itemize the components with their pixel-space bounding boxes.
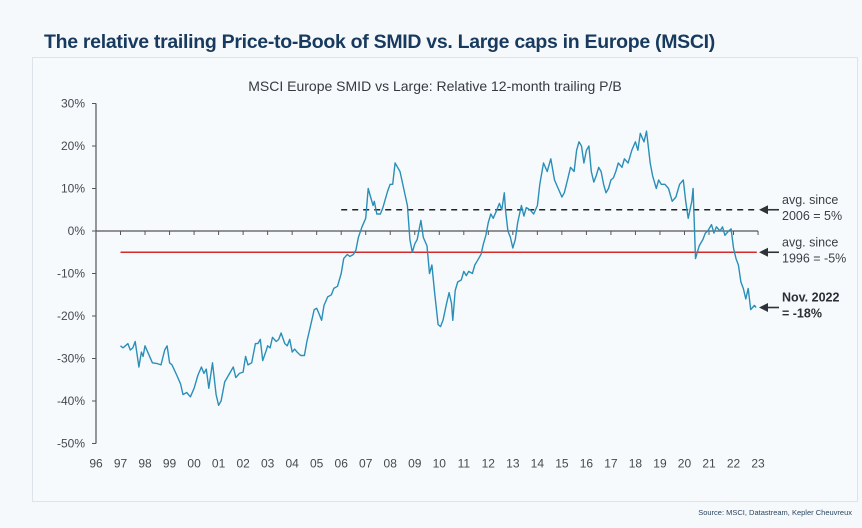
x-tick-label: 13 [506,457,520,471]
label-avg-2006-line1: avg. since [782,193,838,207]
y-tick-label: -50% [57,437,85,451]
y-tick-label: 30% [61,97,85,111]
x-tick-label: 22 [727,457,741,471]
x-tick-label: 16 [580,457,594,471]
x-tick-label: 23 [751,457,765,471]
x-tick-label: 96 [89,457,103,471]
x-tick-label: 01 [212,457,226,471]
line-chart: MSCI Europe SMID vs Large: Relative 12-m… [57,78,846,471]
label-avg-1996-line1: avg. since [782,235,838,249]
x-tick-label: 12 [482,457,496,471]
x-tick-label: 10 [433,457,447,471]
x-tick-label: 15 [555,457,569,471]
page-title: The relative trailing Price-to-Book of S… [44,31,715,53]
x-tick-label: 11 [458,457,471,471]
chart-title: MSCI Europe SMID vs Large: Relative 12-m… [248,78,622,94]
series-line [120,130,757,406]
series-group [120,130,757,406]
x-tick-label: 03 [261,457,275,471]
x-tick-label: 99 [163,457,177,471]
x-axis: 96 97 98 99 00 01 02 03 04 05 06 07 08 09 10 11 12 13 14 15… [89,230,765,471]
y-tick-label: -40% [57,394,85,408]
label-nov-2022-line1: Nov. 2022 [782,291,839,305]
annotations: avg. since 2006 = 5% avg. since 1996 = -5% N… [759,193,846,321]
arrow-avg-2006-head [759,205,768,215]
x-tick-label: 98 [138,457,152,471]
x-tick-label: 00 [187,457,201,471]
chart-panel: MSCI Europe SMID vs Large: Relative 12-m… [32,57,858,502]
y-tick-label: -30% [57,352,85,366]
x-tick-label: 20 [678,457,692,471]
arrow-nov-2022-head [759,303,768,312]
arrow-avg-1996-head [759,247,768,257]
y-tick-label: -10% [57,267,85,281]
x-tick-label: 17 [604,457,618,471]
y-tick-label: 20% [61,139,85,153]
label-avg-1996-line2: 1996 = -5% [782,251,846,265]
label-nov-2022-line2: = -18% [782,307,822,321]
y-tick-label: 0% [68,224,86,238]
x-tick-label: 05 [310,457,324,471]
x-tick-label: 04 [285,457,299,471]
x-tick-label: 14 [531,457,545,471]
y-axis: 30% 20% 10% 0% -10% -20% -30% -40% -50% [57,97,97,451]
x-tick-label: 97 [114,457,128,471]
x-tick-label: 18 [629,457,643,471]
y-tick-label: 10% [61,182,85,196]
x-tick-label: 09 [408,457,422,471]
x-tick-label: 08 [384,457,398,471]
y-tick-label: -20% [57,309,85,323]
x-tick-label: 21 [702,457,716,471]
source-note: Source: MSCI, Datastream, Kepler Cheuvre… [698,508,852,517]
x-tick-label: 06 [335,457,349,471]
x-tick-label: 07 [359,457,373,471]
x-tick-label: 19 [653,457,667,471]
label-avg-2006-line2: 2006 = 5% [782,209,842,223]
x-tick-label: 02 [236,457,250,471]
